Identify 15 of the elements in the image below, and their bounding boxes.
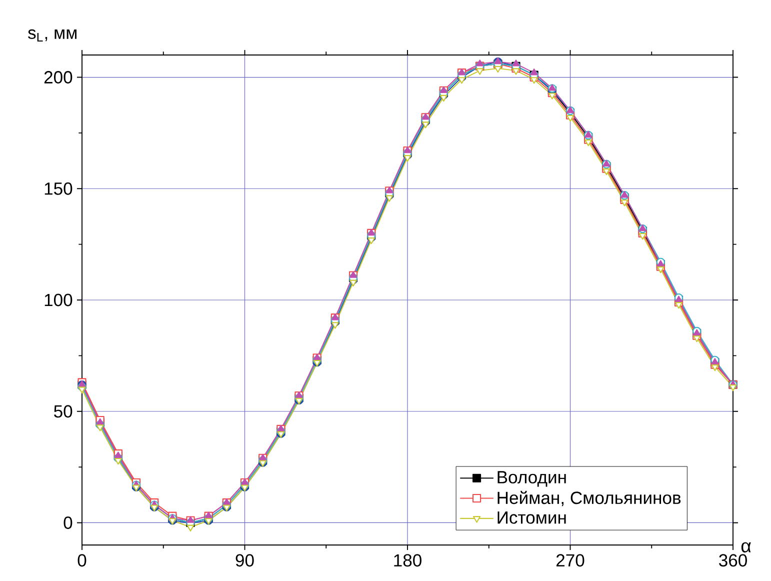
y-tick-label: 50 (54, 405, 72, 418)
x-tick-label: 270 (556, 554, 584, 567)
x-tick-label: 90 (236, 554, 254, 567)
x-tick-label: 360 (719, 554, 747, 567)
y-tick-label: 100 (44, 294, 72, 306)
x-axis-title: α (741, 542, 751, 552)
y-tick-label: 200 (44, 71, 72, 84)
y-tick-label: 0 (64, 516, 72, 529)
y-axis-title: s$_{L}$, мм (28, 29, 76, 42)
y-tick-label: 150 (44, 182, 72, 195)
legend-label: Истомин (498, 512, 566, 524)
legend-label: Володин (498, 471, 566, 487)
legend-label: Нейман, Смольянинов (498, 490, 681, 506)
x-tick-label: 180 (394, 554, 422, 567)
x-tick-label: 0 (78, 554, 86, 567)
